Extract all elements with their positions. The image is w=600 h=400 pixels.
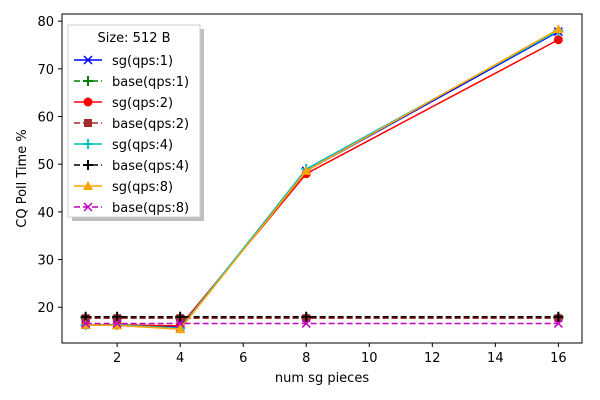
- data-point: [83, 97, 93, 107]
- legend-entry: base(qps:8): [74, 201, 189, 216]
- legend-label: base(qps:1): [112, 75, 189, 90]
- x-tick-label: 2: [113, 351, 121, 366]
- y-axis: 20 30 40 50 60 70 80: [37, 15, 62, 316]
- data-point: [553, 311, 564, 322]
- legend-entry: base(qps:4): [74, 159, 189, 174]
- legend-label: base(qps:8): [112, 201, 189, 216]
- legend-label: base(qps:4): [112, 159, 189, 174]
- data-point: [301, 311, 312, 322]
- data-point: [112, 318, 122, 328]
- legend-title: Size: 512 B: [97, 31, 170, 46]
- y-tick-label: 70: [37, 63, 54, 78]
- data-point: [112, 320, 123, 330]
- x-tick-label: 16: [550, 351, 567, 366]
- legend-label: sg(qps:8): [112, 180, 173, 195]
- plot-frame: [61, 13, 583, 344]
- data-point: [83, 160, 93, 170]
- y-tick-label: 50: [37, 158, 54, 173]
- legend-label: base(qps:2): [112, 117, 189, 132]
- legend-label: sg(qps:2): [112, 96, 173, 111]
- legend-entry: sg(qps:8): [74, 180, 173, 195]
- legend-entry: base(qps:1): [74, 75, 189, 90]
- data-point: [83, 181, 93, 190]
- data-point: [301, 165, 312, 175]
- x-axis: 2 4 6 8 10 12 14 16: [113, 343, 567, 366]
- legend-entries: sg(qps:1) base(qps:1) sg(qps:2) base(qps:2)…: [74, 54, 189, 216]
- data-point: [175, 324, 186, 334]
- legend-entry: sg(qps:4): [74, 138, 173, 153]
- legend-entry: base(qps:2): [74, 117, 189, 132]
- y-tick-label: 20: [37, 301, 54, 316]
- data-point: [83, 202, 93, 212]
- data-point: [81, 318, 91, 328]
- legend: Size: 512 B sg(qps:1) base(qps:1) sg(qps:2…: [67, 24, 204, 221]
- data-point: [83, 139, 93, 149]
- x-tick-label: 8: [302, 351, 310, 366]
- series-base-qps-8: [81, 318, 563, 328]
- x-tick-label: 12: [424, 351, 441, 366]
- data-point: [553, 35, 563, 45]
- x-axis-label: num sg pieces: [275, 371, 369, 386]
- legend-entry: sg(qps:2): [74, 96, 173, 111]
- data-point: [112, 311, 123, 322]
- legend-entry: sg(qps:1): [74, 54, 173, 69]
- data-point: [83, 55, 93, 65]
- plot-lines: [80, 24, 564, 334]
- data-point: [175, 311, 186, 322]
- data-point: [553, 318, 563, 328]
- data-point: [301, 318, 311, 328]
- legend-label: sg(qps:1): [112, 54, 173, 69]
- x-tick-label: 14: [487, 351, 504, 366]
- data-point: [84, 119, 92, 127]
- y-tick-label: 80: [37, 15, 54, 30]
- data-point: [175, 318, 185, 328]
- x-tick-label: 10: [361, 351, 378, 366]
- x-tick-label: 4: [176, 351, 184, 366]
- data-point: [553, 24, 564, 34]
- data-point: [83, 76, 93, 86]
- legend-label: sg(qps:4): [112, 138, 173, 153]
- y-tick-label: 40: [37, 206, 54, 221]
- x-tick-label: 6: [239, 351, 247, 366]
- series-base-qps-4: [80, 311, 564, 322]
- y-axis-label: CQ Poll Time %: [15, 129, 30, 227]
- y-tick-label: 60: [37, 111, 54, 126]
- y-tick-label: 30: [37, 254, 54, 269]
